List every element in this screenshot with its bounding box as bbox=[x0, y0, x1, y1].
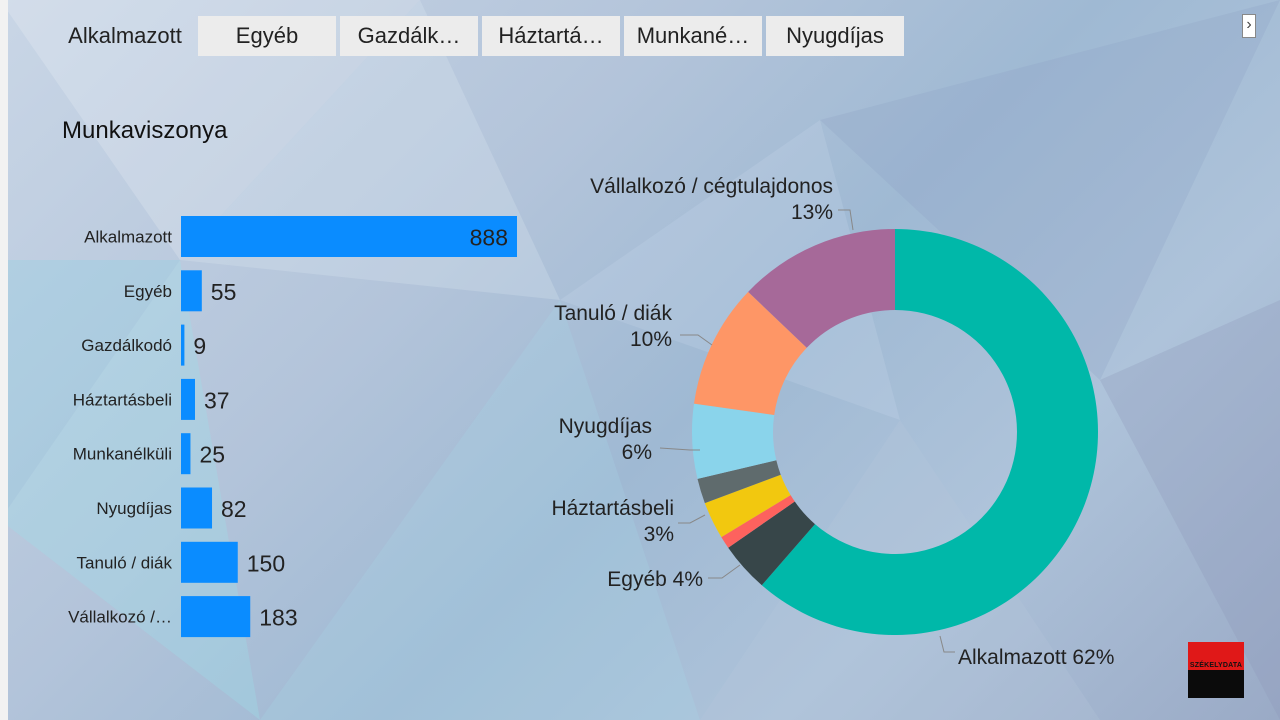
bar-value-label: 183 bbox=[259, 605, 297, 631]
donut-data-percent: 10% bbox=[630, 328, 672, 351]
bar-5[interactable] bbox=[181, 487, 213, 529]
tab-gazdalkodo[interactable]: Gazdálk… bbox=[340, 16, 478, 56]
tab-nyugdijas[interactable]: Nyugdíjas bbox=[766, 16, 904, 56]
donut-data-label: Háztartásbeli bbox=[551, 497, 674, 520]
bar-category-label: Gazdálkodó bbox=[81, 336, 172, 355]
bar-category-label: Tanuló / diák bbox=[77, 553, 173, 572]
donut-slice-0[interactable] bbox=[761, 229, 1098, 635]
tab-egyeb[interactable]: Egyéb bbox=[198, 16, 336, 56]
leader-line bbox=[708, 564, 741, 579]
bar-category-label: Vállalkozó /… bbox=[68, 608, 172, 627]
bar-value-label: 37 bbox=[204, 387, 230, 413]
bar-value-label: 9 bbox=[193, 333, 206, 359]
leader-line bbox=[838, 209, 854, 231]
donut-data-label: Nyugdíjas bbox=[559, 415, 652, 438]
leader-line bbox=[659, 447, 700, 451]
donut-slice-7[interactable] bbox=[748, 229, 895, 348]
tab-haztartasbeli[interactable]: Háztartá… bbox=[482, 16, 620, 56]
bar-value-label: 25 bbox=[199, 442, 225, 468]
bar-category-label: Nyugdíjas bbox=[96, 499, 172, 518]
tab-alkalmazott[interactable]: Alkalmazott bbox=[68, 23, 182, 48]
bar-1[interactable] bbox=[181, 270, 202, 312]
leader-line bbox=[680, 334, 713, 346]
donut-slice-2[interactable] bbox=[721, 495, 795, 548]
bar-7[interactable] bbox=[181, 596, 251, 638]
left-edge-strip bbox=[0, 0, 8, 720]
tab-munkanelkuli[interactable]: Munkané… bbox=[624, 16, 762, 56]
page-title: Munkaviszonya bbox=[62, 117, 228, 144]
bar-category-label: Egyéb bbox=[124, 282, 172, 301]
bar-value-label: 888 bbox=[470, 225, 508, 251]
logo-text: SZÉKELYDATA bbox=[1189, 662, 1243, 669]
donut-slice-6[interactable] bbox=[693, 291, 807, 415]
donut-data-label: Egyéb 4% bbox=[607, 568, 703, 591]
donut-slice-1[interactable] bbox=[728, 501, 815, 586]
next-page-button[interactable]: › bbox=[1242, 14, 1256, 38]
bar-value-label: 150 bbox=[247, 550, 285, 576]
leader-line bbox=[939, 635, 955, 653]
donut-slice-3[interactable] bbox=[704, 474, 791, 538]
bar-category-label: Alkalmazott bbox=[84, 228, 172, 247]
donut-data-label: Tanuló / diák bbox=[554, 302, 672, 325]
slicer-tabs: Alkalmazott Egyéb Gazdálk… Háztartá… Mun… bbox=[56, 16, 904, 56]
donut-data-label: Alkalmazott 62% bbox=[958, 646, 1114, 669]
donut-data-percent: 6% bbox=[622, 441, 652, 464]
chevron-right-icon: › bbox=[1246, 16, 1252, 33]
donut-data-percent: 13% bbox=[791, 201, 833, 224]
bar-category-label: Háztartásbeli bbox=[73, 390, 172, 409]
bar-0[interactable] bbox=[181, 216, 517, 257]
bar-4[interactable] bbox=[181, 433, 191, 475]
bar-6[interactable] bbox=[181, 541, 238, 583]
donut-data-label: Vállalkozó / cégtulajdonos bbox=[590, 175, 833, 198]
bar-3[interactable] bbox=[181, 378, 195, 420]
donut-slice-4[interactable] bbox=[697, 460, 781, 504]
bar-category-label: Munkanélküli bbox=[73, 445, 172, 464]
bar-value-label: 55 bbox=[211, 279, 237, 305]
bar-2[interactable] bbox=[181, 324, 185, 366]
szekelydata-logo: SZÉKELYDATA bbox=[1188, 642, 1244, 698]
leader-line bbox=[678, 514, 706, 524]
donut-data-percent: 3% bbox=[644, 523, 674, 546]
bar-value-label: 82 bbox=[221, 496, 247, 522]
donut-slice-5[interactable] bbox=[691, 403, 777, 479]
